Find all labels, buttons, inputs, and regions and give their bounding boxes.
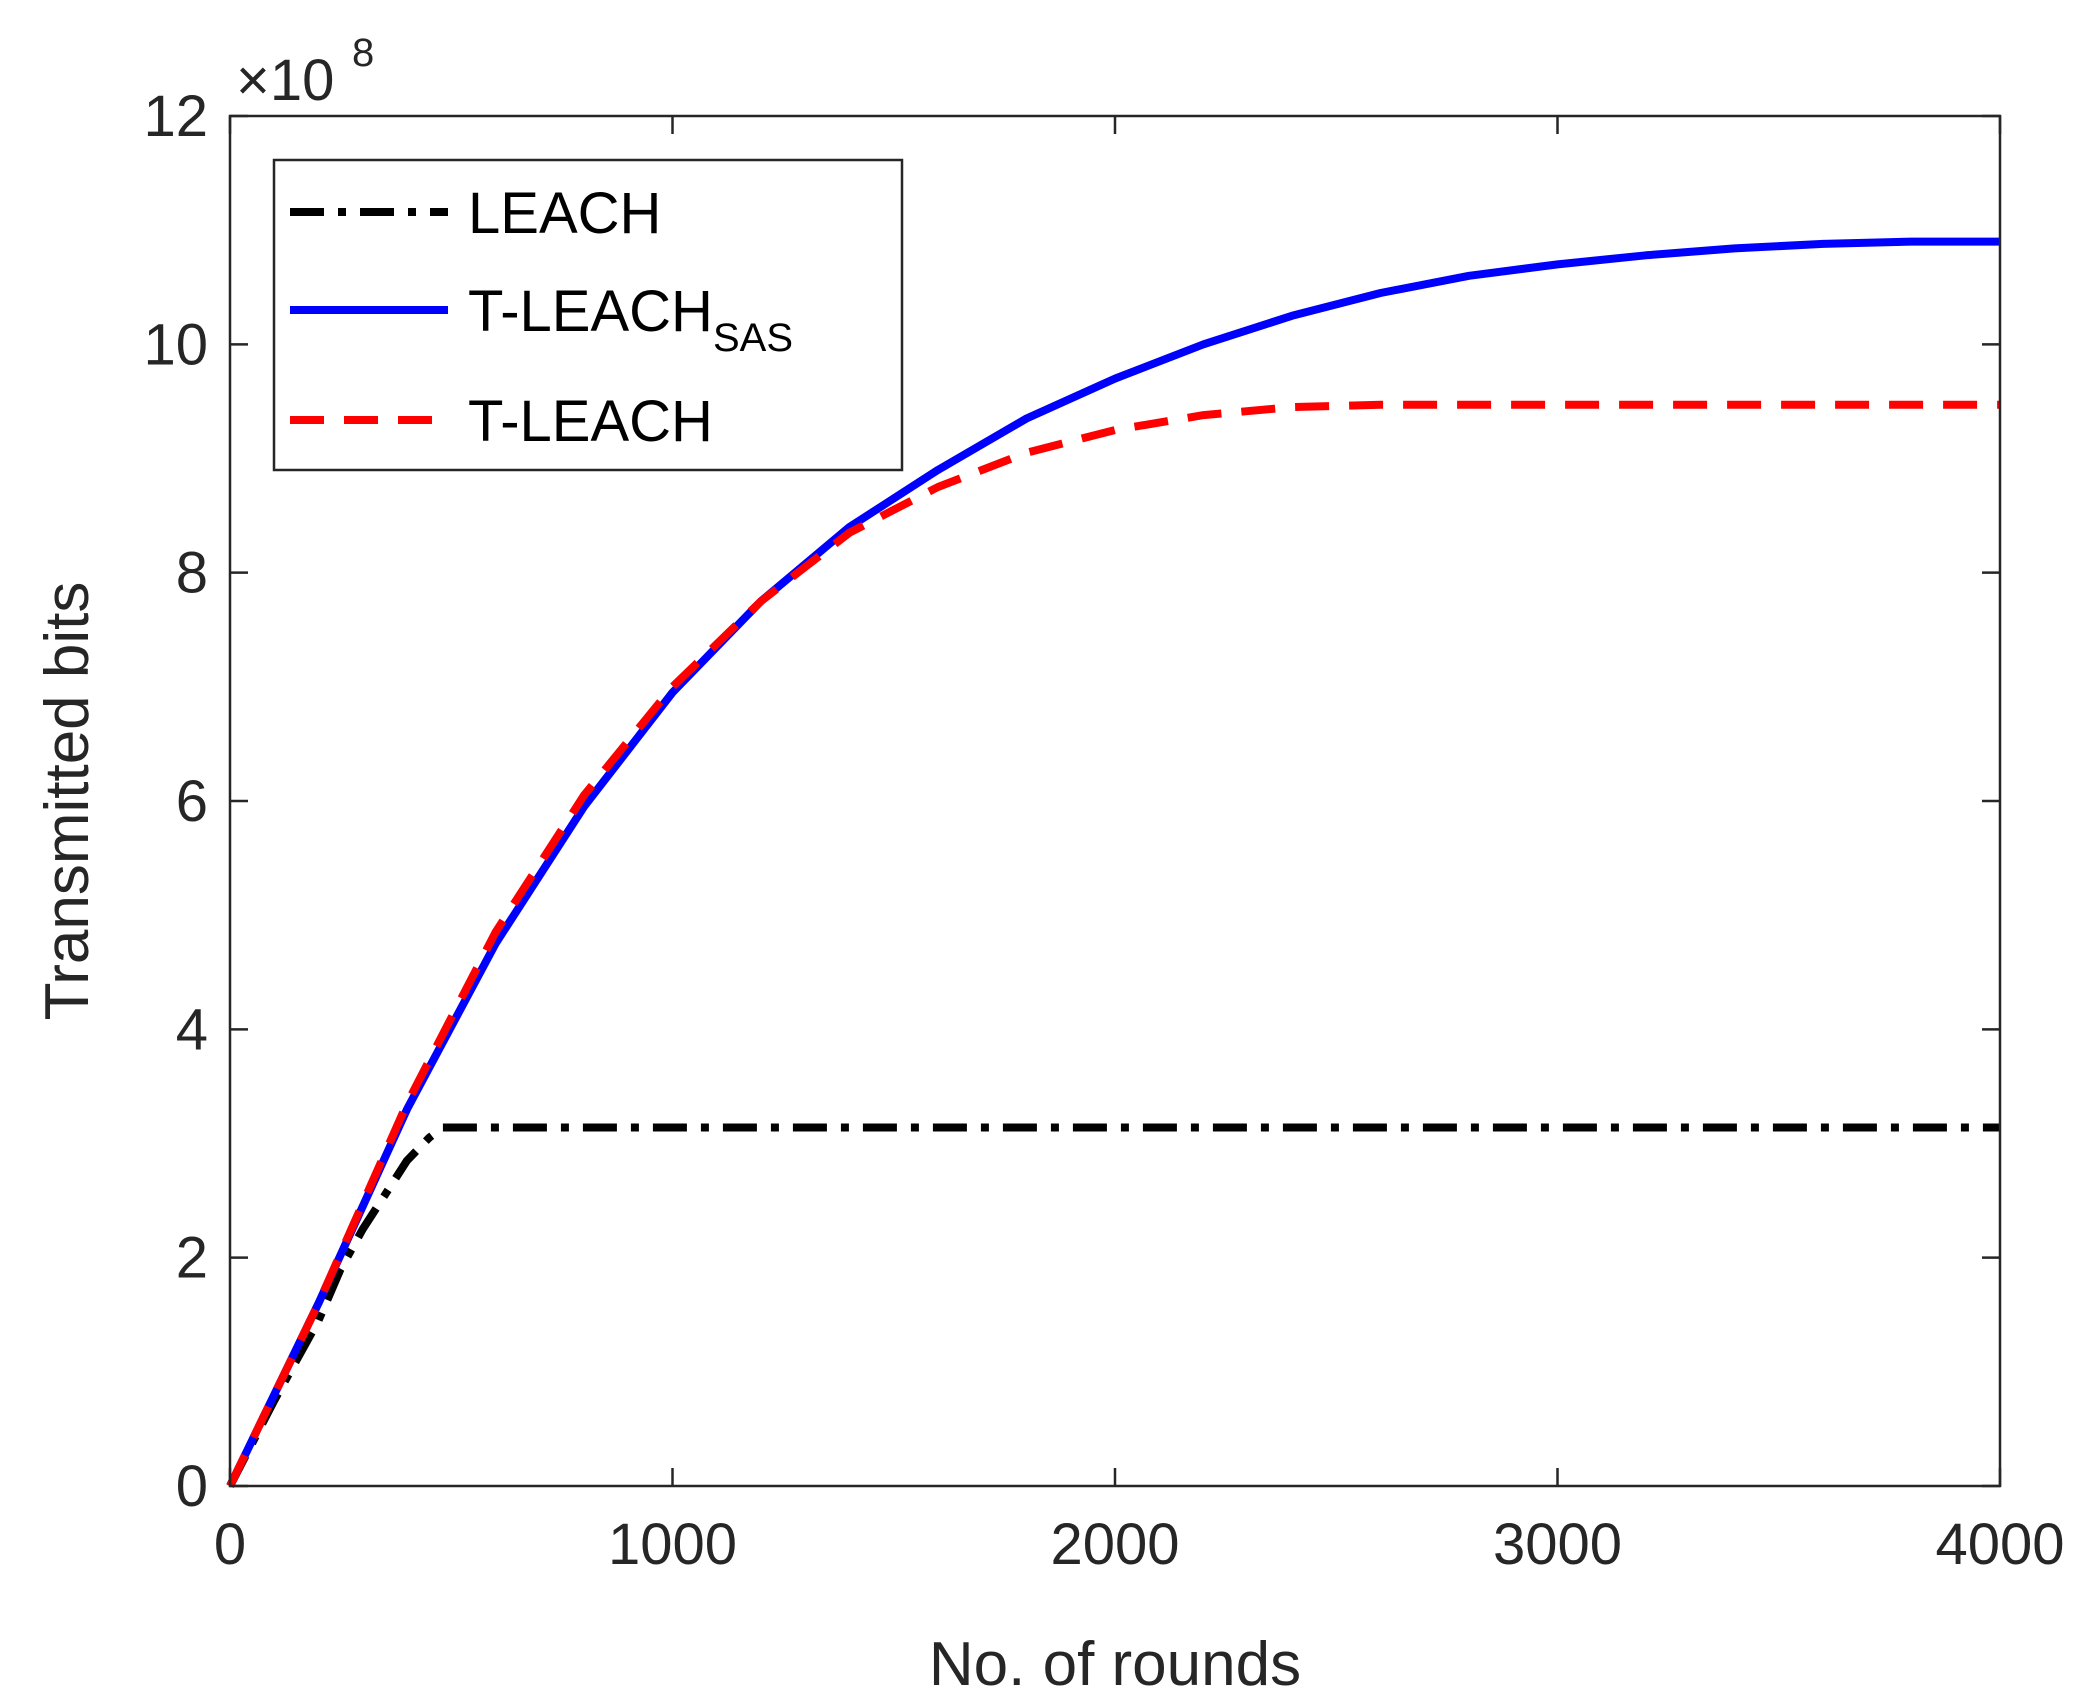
axes-layer: 0 1000 2000 3000 4000 0 2 4 6 8 10 12 — [143, 84, 2064, 1577]
y-tick-label: 8 — [176, 541, 208, 606]
y-tick-label: 6 — [176, 769, 208, 834]
legend-label-subscript: SAS — [713, 316, 793, 360]
y-exponent-power: 8 — [352, 31, 374, 75]
series-line-t-leach — [226, 400, 2000, 1488]
series-line-t-leach-sas — [226, 237, 2000, 1488]
x-tick-label: 2000 — [1050, 1512, 1179, 1577]
x-axis-label: No. of rounds — [929, 1630, 1301, 1699]
y-tick-label: 10 — [143, 312, 208, 377]
y-tick-label: 12 — [143, 84, 208, 149]
x-tick-label: 0 — [214, 1512, 246, 1577]
series-layer — [226, 237, 2000, 1488]
x-tick-label: 1000 — [608, 1512, 737, 1577]
y-exponent-label: ×10 8 — [236, 31, 374, 113]
y-tick-label: 2 — [176, 1226, 208, 1291]
x-tick-label: 3000 — [1493, 1512, 1622, 1577]
y-tick-label: 4 — [176, 997, 208, 1062]
legend-label-leach: LEACH — [468, 181, 661, 246]
y-exponent-base: ×10 — [236, 48, 334, 113]
legend-label-t-leach: T-LEACH — [468, 389, 713, 454]
x-tick-label: 4000 — [1935, 1512, 2064, 1577]
y-tick-label: 0 — [176, 1454, 208, 1519]
y-axis-label: Transmitted bits — [33, 582, 102, 1021]
